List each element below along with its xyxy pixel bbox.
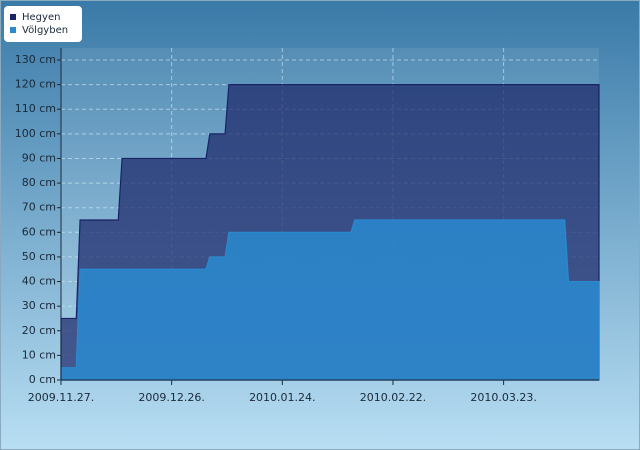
legend-label: Hegyen [22, 12, 60, 23]
x-tick-label: 2010.02.22. [360, 391, 426, 404]
legend: Hegyen Völgyben [4, 6, 82, 42]
y-tick-label: 60 cm [22, 225, 56, 238]
y-tick-label: 40 cm [22, 275, 56, 288]
legend-swatch [10, 27, 16, 33]
y-tick-label: 90 cm [22, 151, 56, 164]
y-tick-label: 130 cm [15, 53, 56, 66]
y-tick-label: 80 cm [22, 176, 56, 189]
y-tick-label: 30 cm [22, 299, 56, 312]
x-tick-label: 2010.03.23. [470, 391, 536, 404]
x-tick-label: 2009.11.27. [28, 391, 94, 404]
y-tick-label: 100 cm [15, 127, 56, 140]
legend-swatch [10, 14, 16, 20]
legend-box [4, 6, 82, 42]
y-tick-label: 50 cm [22, 250, 56, 263]
x-tick-label: 2009.12.26. [138, 391, 204, 404]
y-tick-label: 120 cm [15, 78, 56, 91]
area [60, 219, 600, 381]
x-tick-label: 2010.01.24. [249, 391, 315, 404]
y-tick-label: 20 cm [22, 324, 56, 337]
y-tick-label: 0 cm [29, 373, 56, 386]
legend-label: Völgyben [22, 25, 68, 36]
y-tick-label: 10 cm [22, 348, 56, 361]
y-tick-label: 70 cm [22, 201, 56, 214]
y-tick-label: 110 cm [15, 102, 56, 115]
